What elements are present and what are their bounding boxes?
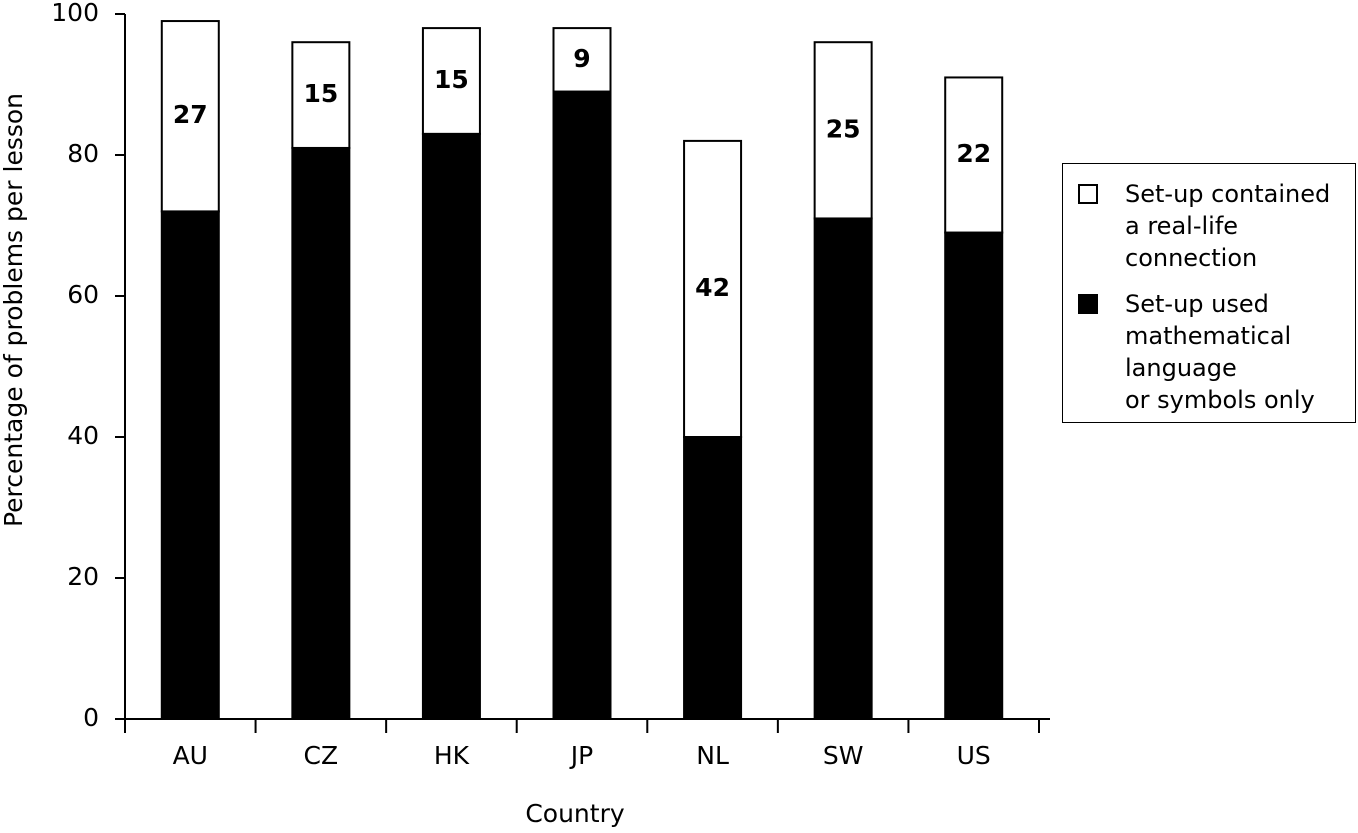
bar-segment bbox=[683, 139, 743, 438]
value-label: 25 bbox=[826, 114, 861, 143]
legend: Set-up contained a real-life connection S… bbox=[1062, 163, 1356, 423]
legend-label: Set-up used mathematical language or sym… bbox=[1125, 290, 1315, 414]
legend-item: Set-up contained a real-life connection bbox=[1063, 178, 1355, 274]
bar-segment bbox=[944, 231, 1004, 721]
value-label: 40 bbox=[697, 562, 729, 591]
x-tick-label: NL bbox=[696, 741, 729, 770]
y-tick-label: 60 bbox=[67, 280, 99, 309]
x-tick-label: HK bbox=[434, 741, 470, 770]
y-tick-label: 80 bbox=[67, 139, 99, 168]
bar-segment bbox=[552, 90, 612, 721]
legend-swatch bbox=[1078, 294, 1098, 314]
x-axis-label: Country bbox=[525, 799, 625, 828]
bar-segment bbox=[421, 27, 481, 135]
value-label: 9 bbox=[573, 44, 590, 73]
bar-segment bbox=[291, 146, 351, 720]
bar-segment bbox=[160, 210, 220, 720]
value-label: 72 bbox=[174, 449, 206, 478]
bar-segment bbox=[552, 27, 612, 93]
value-label: 27 bbox=[173, 100, 208, 129]
legend-swatch bbox=[1078, 184, 1098, 204]
value-label: 83 bbox=[436, 410, 468, 439]
legend-item: Set-up used mathematical language or sym… bbox=[1063, 288, 1355, 416]
bar-segment bbox=[160, 20, 220, 213]
value-label: 15 bbox=[434, 65, 469, 94]
x-tick-label: US bbox=[957, 741, 991, 770]
bar-segment bbox=[683, 436, 743, 720]
bar-segment bbox=[813, 41, 873, 220]
value-label: 89 bbox=[566, 389, 598, 418]
bar-segment bbox=[291, 41, 351, 149]
value-label: 42 bbox=[695, 273, 730, 302]
bar-segment bbox=[944, 76, 1004, 234]
bar-segment bbox=[421, 132, 481, 721]
y-tick-label: 100 bbox=[51, 0, 99, 27]
value-label: 81 bbox=[305, 417, 337, 446]
y-tick-label: 20 bbox=[67, 562, 99, 591]
value-label: 71 bbox=[827, 453, 859, 482]
x-tick-label: JP bbox=[569, 741, 593, 770]
y-tick-label: 0 bbox=[83, 703, 99, 732]
x-tick-label: AU bbox=[173, 741, 208, 770]
y-axis-label: Percentage of problems per lesson bbox=[0, 93, 28, 527]
value-label: 69 bbox=[958, 460, 990, 489]
x-tick-label: SW bbox=[823, 741, 864, 770]
y-tick-label: 40 bbox=[67, 421, 99, 450]
value-label: 22 bbox=[956, 139, 991, 168]
value-label: 15 bbox=[303, 79, 338, 108]
legend-label: Set-up contained a real-life connection bbox=[1125, 180, 1331, 272]
x-tick-label: CZ bbox=[304, 741, 339, 770]
